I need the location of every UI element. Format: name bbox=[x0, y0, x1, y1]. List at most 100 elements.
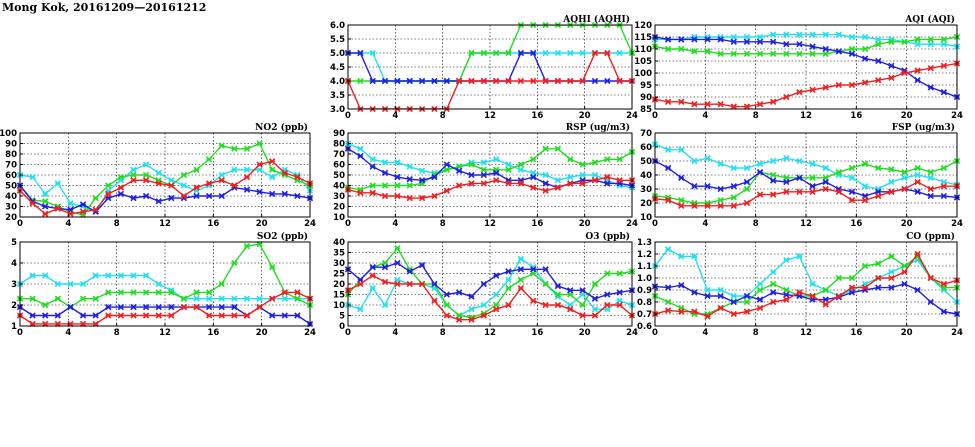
data-point bbox=[927, 298, 934, 306]
data-point bbox=[231, 166, 238, 173]
data-point bbox=[861, 45, 869, 53]
data-point bbox=[591, 177, 599, 184]
data-point bbox=[756, 160, 764, 167]
data-point bbox=[269, 190, 276, 198]
x-tick-label: 20 bbox=[901, 111, 913, 121]
data-point bbox=[822, 286, 829, 294]
data-point bbox=[505, 268, 512, 275]
data-point bbox=[505, 161, 512, 168]
x-tick-label: 24 bbox=[951, 111, 963, 121]
data-point bbox=[505, 180, 512, 187]
data-point bbox=[117, 173, 125, 181]
data-point bbox=[455, 182, 463, 189]
data-point bbox=[142, 177, 150, 184]
data-point bbox=[493, 177, 500, 184]
data-point bbox=[927, 192, 934, 200]
chart-title: O3 (ppb) bbox=[585, 231, 630, 242]
x-tick-label: 20 bbox=[901, 219, 913, 229]
data-point bbox=[256, 295, 263, 302]
data-point bbox=[92, 272, 99, 279]
data-point bbox=[567, 77, 574, 85]
data-point bbox=[888, 188, 895, 195]
x-tick-label: 24 bbox=[626, 111, 638, 121]
data-point bbox=[231, 182, 238, 189]
data-point bbox=[418, 280, 426, 288]
data-point bbox=[431, 77, 438, 85]
x-tick-label: 4 bbox=[702, 111, 708, 121]
data-point bbox=[455, 289, 463, 296]
data-point bbox=[591, 280, 599, 288]
data-point bbox=[861, 284, 869, 291]
data-point bbox=[848, 33, 856, 41]
data-point bbox=[205, 180, 213, 187]
x-tick-label: 16 bbox=[531, 219, 543, 229]
x-tick-label: 0 bbox=[17, 219, 23, 229]
data-point bbox=[783, 93, 790, 101]
x-tick-label: 24 bbox=[951, 328, 963, 338]
data-point bbox=[664, 98, 672, 105]
data-point bbox=[155, 303, 162, 311]
data-point bbox=[888, 166, 895, 173]
y-tick-label: 0.6 bbox=[637, 322, 652, 332]
data-point bbox=[691, 157, 698, 165]
data-point bbox=[704, 286, 711, 294]
data-point bbox=[783, 286, 790, 294]
data-point bbox=[730, 183, 737, 190]
data-point bbox=[29, 272, 36, 279]
y-tick-label: 0 bbox=[339, 322, 345, 332]
data-point bbox=[92, 312, 99, 319]
data-point bbox=[579, 171, 586, 179]
data-point bbox=[517, 166, 525, 173]
chart-title: SO2 (ppb) bbox=[257, 231, 308, 242]
data-point bbox=[294, 289, 301, 296]
data-point bbox=[664, 146, 672, 153]
data-point bbox=[205, 312, 213, 319]
data-point bbox=[875, 41, 882, 48]
data-point bbox=[822, 301, 829, 308]
y-tick-label: 15 bbox=[333, 291, 345, 301]
data-point bbox=[927, 274, 934, 282]
x-tick-label: 16 bbox=[850, 328, 862, 338]
data-point bbox=[691, 202, 698, 209]
data-point bbox=[530, 297, 537, 304]
data-point bbox=[406, 176, 413, 183]
data-point bbox=[480, 159, 487, 166]
data-point bbox=[530, 266, 537, 273]
data-point bbox=[848, 50, 856, 57]
data-point bbox=[809, 43, 816, 50]
data-point bbox=[616, 156, 623, 163]
y-tick-label: 70 bbox=[333, 150, 345, 160]
data-point bbox=[717, 292, 724, 300]
series-line-red bbox=[655, 252, 957, 318]
data-point bbox=[901, 268, 908, 276]
x-tick-label: 8 bbox=[440, 111, 446, 121]
series-red bbox=[344, 173, 636, 202]
data-point bbox=[269, 312, 276, 319]
data-point bbox=[369, 163, 376, 170]
x-tick-label: 20 bbox=[579, 111, 591, 121]
y-tick-label: 35 bbox=[333, 249, 345, 259]
data-point bbox=[848, 164, 856, 172]
data-point bbox=[914, 250, 921, 258]
data-point bbox=[243, 166, 251, 173]
data-point bbox=[783, 41, 790, 48]
data-point bbox=[940, 62, 948, 69]
y-tick-label: 5.0 bbox=[330, 49, 345, 59]
data-point bbox=[79, 201, 87, 208]
data-point bbox=[54, 280, 61, 288]
data-point bbox=[756, 304, 764, 312]
data-point bbox=[42, 203, 49, 210]
y-tick-label: 3.5 bbox=[330, 91, 345, 101]
data-point bbox=[542, 180, 549, 187]
data-point bbox=[796, 41, 803, 48]
data-point bbox=[888, 38, 895, 45]
data-point bbox=[517, 180, 525, 187]
data-point bbox=[243, 312, 251, 319]
data-point bbox=[783, 188, 790, 195]
data-point bbox=[130, 303, 137, 311]
data-point bbox=[822, 45, 829, 53]
x-tick-label: 8 bbox=[114, 328, 120, 338]
data-point bbox=[480, 171, 487, 179]
x-tick-label: 20 bbox=[256, 219, 268, 229]
